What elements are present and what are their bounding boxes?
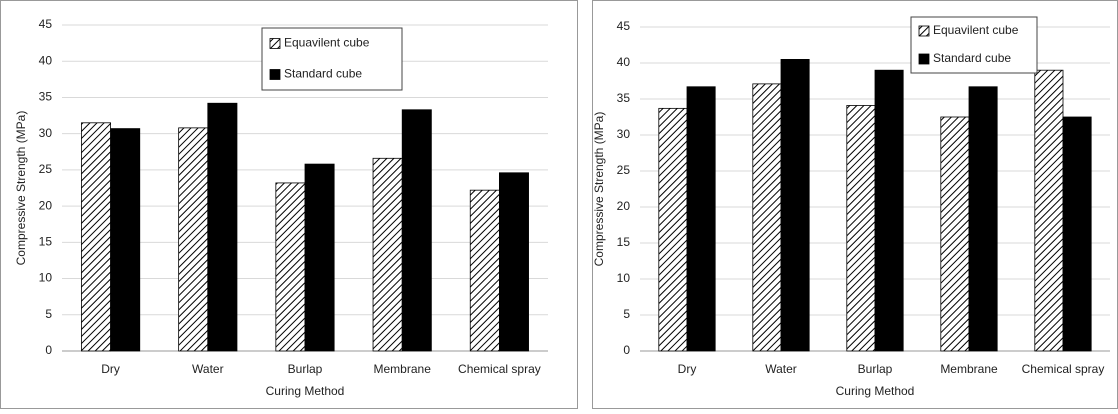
y-tick-label: 25 xyxy=(39,162,53,176)
y-tick-label: 0 xyxy=(45,343,52,357)
legend-label: Equavilent cube xyxy=(284,36,370,50)
legend-box xyxy=(910,16,1038,74)
bar xyxy=(498,172,529,352)
bar xyxy=(686,86,716,352)
bar xyxy=(1034,69,1064,352)
y-tick-label: 35 xyxy=(617,91,631,105)
bar xyxy=(846,105,876,352)
y-axis-label: Compressive Strength (MPa) xyxy=(592,112,606,267)
legend-label: Standard cube xyxy=(284,67,362,81)
bar xyxy=(874,69,904,352)
bar xyxy=(401,109,432,352)
y-tick-label: 40 xyxy=(39,53,53,67)
x-tick-label: Chemical spray xyxy=(1022,362,1105,376)
x-tick-label: Chemical spray xyxy=(458,362,541,376)
y-tick-label: 35 xyxy=(39,90,53,104)
bar xyxy=(469,189,500,352)
bar xyxy=(110,128,141,352)
y-tick-label: 40 xyxy=(617,55,631,69)
bar xyxy=(275,182,306,352)
x-tick-label: Burlap xyxy=(288,362,323,376)
y-tick-label: 20 xyxy=(39,198,53,212)
y-tick-label: 45 xyxy=(617,19,631,33)
x-tick-label: Membrane xyxy=(374,362,432,376)
x-tick-label: Water xyxy=(765,362,797,376)
legend-label: Standard cube xyxy=(933,51,1011,65)
legend-swatch xyxy=(918,53,930,65)
x-tick-label: Dry xyxy=(678,362,697,376)
bar xyxy=(658,107,688,352)
bar xyxy=(372,157,403,352)
bar xyxy=(1062,116,1092,352)
bar xyxy=(968,86,998,352)
y-tick-label: 0 xyxy=(623,343,630,357)
bar xyxy=(780,59,810,352)
x-axis-label: Curing Method xyxy=(836,384,915,398)
bar xyxy=(940,116,970,352)
y-tick-label: 10 xyxy=(617,271,631,285)
bar xyxy=(752,83,782,352)
x-axis-label: Curing Method xyxy=(266,384,345,398)
legend-box xyxy=(261,27,403,91)
y-tick-label: 25 xyxy=(617,163,631,177)
bar xyxy=(207,102,238,352)
y-tick-label: 5 xyxy=(623,307,630,321)
bar xyxy=(81,122,112,352)
x-tick-label: Burlap xyxy=(858,362,893,376)
bar xyxy=(304,163,335,352)
x-tick-label: Water xyxy=(192,362,224,376)
legend-swatch xyxy=(918,25,930,37)
y-tick-label: 10 xyxy=(39,271,53,285)
y-tick-label: 30 xyxy=(39,126,53,140)
x-tick-label: Dry xyxy=(101,362,120,376)
y-tick-label: 15 xyxy=(39,235,53,249)
y-tick-label: 15 xyxy=(617,235,631,249)
legend-swatch xyxy=(269,69,281,80)
y-tick-label: 5 xyxy=(45,307,52,321)
bar xyxy=(178,127,209,352)
y-tick-label: 45 xyxy=(39,17,53,31)
y-tick-label: 30 xyxy=(617,127,631,141)
legend-label: Equavilent cube xyxy=(933,23,1019,37)
y-tick-label: 20 xyxy=(617,199,631,213)
legend-swatch xyxy=(269,38,281,49)
y-axis-label: Compressive Strength (MPa) xyxy=(14,111,28,266)
x-tick-label: Membrane xyxy=(940,362,998,376)
